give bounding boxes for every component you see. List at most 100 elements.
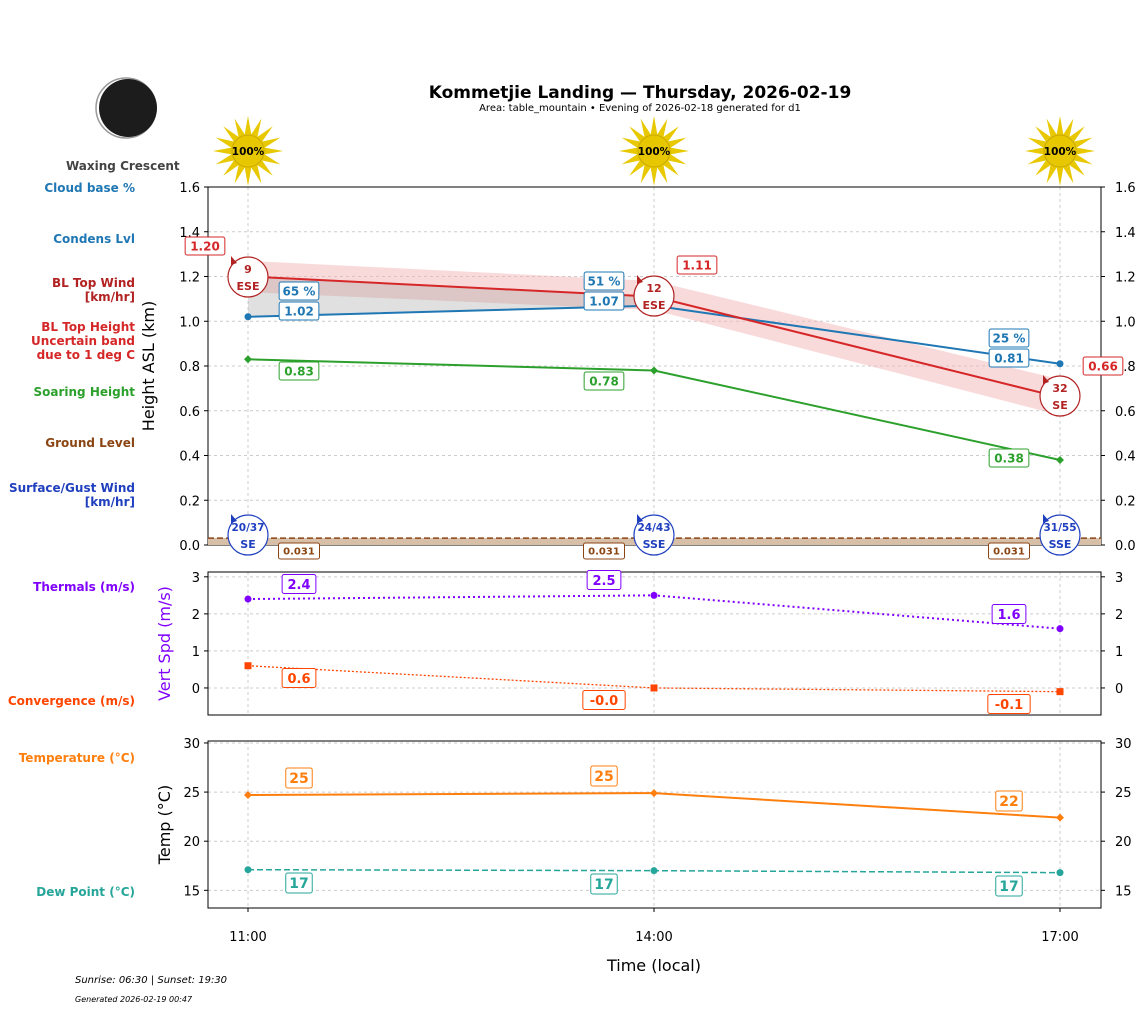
surface-wind-arrow-icon [637, 514, 643, 523]
bl-top-label-box [676, 255, 718, 275]
cloud-base-pct-label-box [278, 281, 320, 301]
bl-uncertainty-band [248, 260, 1060, 416]
cloud-base-pct-label: 51 % [588, 274, 621, 288]
convergence-point [244, 662, 252, 670]
x-tick-label: 17:00 [1041, 930, 1078, 945]
condens-point [1056, 360, 1064, 368]
y-tick-label-right: 1.6 [1115, 181, 1136, 196]
soaring-point [244, 355, 252, 364]
y-tick-label: 0.6 [179, 405, 200, 420]
y-tick-label: 1 [192, 645, 200, 660]
temperature-label: 25 [594, 769, 613, 785]
bl-wind-speed: 12 [646, 282, 661, 295]
y-tick-label-right: 0.4 [1115, 450, 1136, 465]
cloud-base-pct-label: 25 % [993, 331, 1026, 345]
y-tick-label: 2 [192, 608, 200, 623]
y-tick-label: 20 [183, 835, 200, 850]
y-tick-label-right: 1.2 [1115, 271, 1136, 286]
temperature-label-box [285, 767, 313, 789]
y-tick-label: 0 [192, 682, 200, 697]
condens-label: 1.07 [589, 294, 619, 308]
surface-wind-speed: 24/43 [637, 522, 670, 534]
ground-level-label-box [988, 542, 1030, 560]
ground-level-label: 0.031 [993, 547, 1025, 558]
bl-wind-arrow-icon [637, 275, 643, 284]
label-cloud-base: Cloud base % [44, 181, 135, 195]
soaring-label: 0.78 [589, 374, 619, 388]
condens-label-box [583, 291, 625, 311]
moon-phase-label: Waxing Crescent [66, 159, 180, 173]
surface-wind-icon [633, 514, 675, 556]
cloud-fill [248, 276, 654, 317]
bl-wind-direction: ESE [643, 299, 666, 312]
sun-times: Sunrise: 06:30 | Sunset: 19:30 [75, 975, 228, 986]
surface-wind-icon [227, 514, 269, 556]
convergence-label: 0.6 [287, 672, 310, 687]
bl-top-label: 1.11 [682, 258, 712, 272]
convergence-label-box [281, 668, 317, 688]
y-tick-label: 25 [183, 786, 200, 801]
bl-wind-icon [633, 275, 675, 317]
bl-wind-icon [1039, 375, 1081, 417]
label-condens: Condens Lvl [53, 232, 135, 246]
dew-point-label-box [995, 875, 1023, 897]
thermal-point [650, 591, 658, 599]
y-tick-label-right: 0.0 [1115, 539, 1136, 554]
soaring-label-box [278, 361, 320, 381]
dew-point-label: 17 [594, 877, 613, 893]
surface-wind-direction: SSE [1049, 538, 1072, 551]
bl-wind-speed: 9 [244, 263, 252, 276]
label-bl-wind: BL Top Wind [km/hr] [51, 276, 135, 304]
soaring-label: 0.38 [994, 451, 1024, 465]
y-tick-label: 1.6 [179, 181, 200, 196]
condens-label-box [988, 348, 1030, 368]
ground-level-label-box [583, 542, 625, 560]
surface-wind-direction: SE [240, 538, 255, 551]
soaring-point [1056, 455, 1064, 464]
label-ground: Ground Level [45, 436, 135, 450]
bl-top-label: 1.20 [190, 239, 220, 253]
dew-point-label: 17 [999, 879, 1018, 895]
bl-wind-icon [227, 256, 269, 298]
y-tick-label-right: 20 [1115, 835, 1132, 850]
y-tick-label-right: 3 [1115, 571, 1123, 586]
y-tick-label: 15 [183, 884, 200, 899]
dew-point-point [244, 866, 252, 874]
y-axis-label: Vert Spd (m/s) [155, 586, 174, 701]
thermal-label: 2.5 [592, 574, 615, 589]
thermal-point [244, 595, 252, 603]
y-tick-label: 30 [183, 737, 200, 752]
sun-percentage: 100% [638, 146, 671, 158]
convergence-point [650, 684, 658, 692]
y-axis-label: Height ASL (km) [139, 301, 158, 431]
surface-wind-arrow-icon [1043, 514, 1049, 523]
label-surface-wind: Surface/Gust Wind [km/hr] [9, 481, 135, 509]
bl-top-label-box [184, 236, 226, 256]
page-subtitle: Area: table_mountain • Evening of 2026-0… [479, 103, 801, 114]
convergence-line [247, 665, 1061, 693]
x-axis-label: Time (local) [606, 956, 701, 975]
condens-label: 1.02 [284, 304, 314, 318]
condens-point [244, 313, 252, 321]
condens-label-box [278, 301, 320, 321]
convergence-label-box [987, 694, 1031, 714]
label-convergence: Convergence (m/s) [7, 694, 135, 708]
temperature-label-box [590, 765, 618, 787]
y-tick-label: 1.2 [179, 271, 200, 286]
surface-wind-icon [1039, 514, 1081, 556]
temperature-label: 22 [999, 794, 1018, 810]
thermal-point [1056, 625, 1064, 633]
temperature-point [244, 791, 252, 800]
soaring-label-box [583, 371, 625, 391]
bl-wind-direction: SE [1052, 399, 1067, 412]
y-tick-label-right: 0.2 [1115, 494, 1136, 509]
bl-wind-arrow-icon [1043, 375, 1049, 384]
panel-frame [207, 571, 1102, 716]
y-tick-label-right: 30 [1115, 737, 1132, 752]
label-soaring: Soaring Height [33, 385, 136, 399]
y-tick-label: 0.2 [179, 494, 200, 509]
ground-level-label: 0.031 [588, 547, 620, 558]
y-tick-label-right: 0 [1115, 682, 1123, 697]
y-tick-label-right: 2 [1115, 608, 1123, 623]
convergence-label: -0.0 [590, 694, 618, 709]
